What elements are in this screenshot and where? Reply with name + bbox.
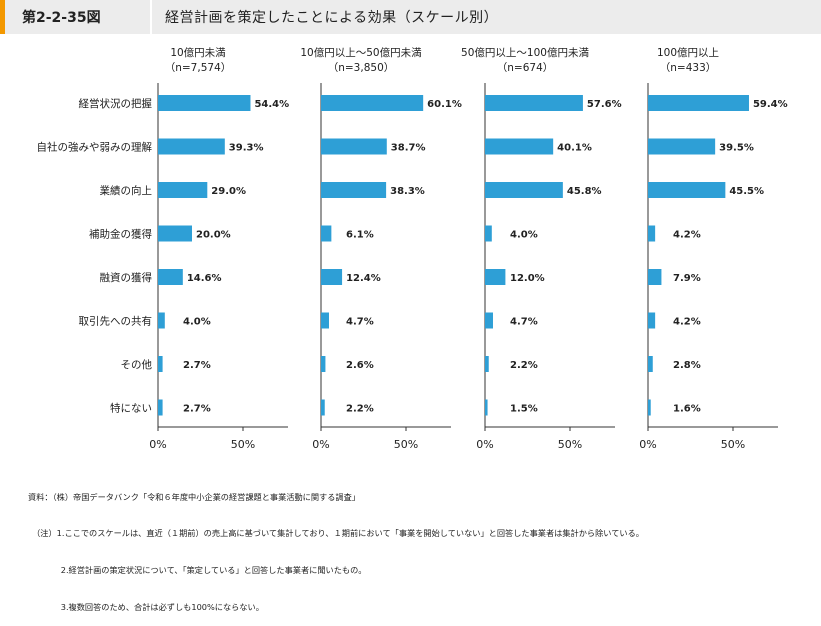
category-label: 補助金の獲得 xyxy=(89,228,152,241)
category-label: 自社の強みや弱みの理解 xyxy=(37,141,153,154)
bar xyxy=(321,356,326,372)
data-label: 12.0% xyxy=(510,273,545,284)
panel-sample-size: （n=3,850） xyxy=(328,62,395,74)
data-label: 1.6% xyxy=(673,404,701,415)
bar xyxy=(321,399,325,416)
bar xyxy=(485,312,493,329)
bar xyxy=(321,182,387,198)
x-tick-label: 50% xyxy=(394,438,418,451)
bar xyxy=(648,225,656,242)
data-label: 7.9% xyxy=(673,273,701,284)
bar xyxy=(648,269,662,285)
bar xyxy=(485,138,554,155)
figure-header: 第2-2-35図 経営計画を策定したことによる効果（スケール別） xyxy=(0,0,821,34)
panel-title: 10億円以上～50億円未満 xyxy=(300,46,422,59)
data-label: 39.5% xyxy=(719,143,754,154)
bar xyxy=(158,225,192,242)
bar xyxy=(158,356,163,372)
data-label: 20.0% xyxy=(196,230,231,241)
figure-title: 経営計画を策定したことによる効果（スケール別） xyxy=(165,10,499,26)
x-tick-label: 0% xyxy=(312,438,329,451)
x-tick-label: 50% xyxy=(558,438,582,451)
data-label: 2.2% xyxy=(510,360,538,371)
bar xyxy=(485,269,506,285)
bar xyxy=(158,269,183,285)
data-label: 57.6% xyxy=(587,99,622,110)
data-label: 1.5% xyxy=(510,404,538,415)
data-label: 4.2% xyxy=(673,317,701,328)
category-label: 融資の獲得 xyxy=(100,271,153,284)
data-label: 2.7% xyxy=(183,404,211,415)
data-label: 4.7% xyxy=(510,317,538,328)
data-label: 2.2% xyxy=(346,404,374,415)
x-tick-label: 0% xyxy=(476,438,493,451)
data-label: 4.0% xyxy=(510,230,538,241)
bar xyxy=(648,138,716,155)
data-label: 45.8% xyxy=(567,186,602,197)
bar xyxy=(648,399,651,416)
footnote-note-3: 3.複数回答のため、合計は必ずしも100%にならない。 xyxy=(28,602,264,613)
data-label: 12.4% xyxy=(346,273,381,284)
data-label: 54.4% xyxy=(254,99,289,110)
panel-sample-size: （n=674） xyxy=(497,62,554,74)
footnotes: 資料：（株）帝国データバンク「令和６年度中小企業の経営課題と事業活動に関する調査… xyxy=(28,466,644,626)
bar xyxy=(485,182,563,198)
category-label: 取引先への共有 xyxy=(79,315,153,328)
footnote-source: 資料：（株）帝国データバンク「令和６年度中小企業の経営課題と事業活動に関する調査… xyxy=(28,491,360,502)
bar xyxy=(648,312,656,329)
footnote-note-2: 2.経営計画の策定状況について、「策定している」と回答した事業者に聞いたもの。 xyxy=(28,565,367,576)
data-label: 60.1% xyxy=(427,99,462,110)
accent-bar xyxy=(0,0,5,34)
bar xyxy=(485,95,583,111)
data-label: 4.7% xyxy=(346,317,374,328)
data-label: 38.3% xyxy=(390,186,425,197)
bar xyxy=(321,312,329,329)
category-label: 業績の向上 xyxy=(100,184,153,197)
panel-title: 100億円以上 xyxy=(657,46,719,59)
bar xyxy=(158,399,163,416)
x-tick-label: 0% xyxy=(149,438,166,451)
bar xyxy=(648,95,749,111)
x-tick-label: 50% xyxy=(721,438,745,451)
data-label: 40.1% xyxy=(557,143,592,154)
header-divider xyxy=(150,0,152,34)
data-label: 2.6% xyxy=(346,360,374,371)
data-label: 59.4% xyxy=(753,99,788,110)
data-label: 29.0% xyxy=(211,186,246,197)
data-label: 2.8% xyxy=(673,360,701,371)
data-label: 6.1% xyxy=(346,230,374,241)
bar xyxy=(485,356,489,372)
panel-sample-size: （n=433） xyxy=(660,62,717,74)
bar xyxy=(648,182,726,198)
bar xyxy=(158,182,208,198)
bar xyxy=(158,138,225,155)
bar xyxy=(321,225,332,242)
figure-number: 第2-2-35図 xyxy=(22,10,101,26)
data-label: 38.7% xyxy=(391,143,426,154)
data-label: 45.5% xyxy=(729,186,764,197)
bar xyxy=(321,95,424,111)
panel-title: 10億円未満 xyxy=(170,46,226,59)
data-label: 39.3% xyxy=(229,143,264,154)
bar xyxy=(158,95,251,111)
panel-sample-size: （n=7,574） xyxy=(165,62,232,74)
footnote-note-1: （注）1.ここでのスケールは、直近（１期前）の売上高に基づいて集計しており、１期… xyxy=(28,528,644,539)
data-label: 4.0% xyxy=(183,317,211,328)
category-label: その他 xyxy=(121,358,153,371)
category-label: 経営状況の把握 xyxy=(79,97,153,110)
chart: 経営状況の把握自社の強みや弱みの理解業績の向上補助金の獲得融資の獲得取引先への共… xyxy=(37,46,788,451)
panel-title: 50億円以上～100億円未満 xyxy=(461,46,589,59)
bar xyxy=(485,399,488,416)
x-tick-label: 0% xyxy=(639,438,656,451)
x-tick-label: 50% xyxy=(231,438,255,451)
data-label: 14.6% xyxy=(187,273,222,284)
data-label: 4.2% xyxy=(673,230,701,241)
data-label: 2.7% xyxy=(183,360,211,371)
bar xyxy=(321,138,387,155)
bar xyxy=(321,269,343,285)
bar xyxy=(485,225,492,242)
bar xyxy=(158,312,165,329)
bar xyxy=(648,356,653,372)
category-label: 特にない xyxy=(110,403,152,415)
